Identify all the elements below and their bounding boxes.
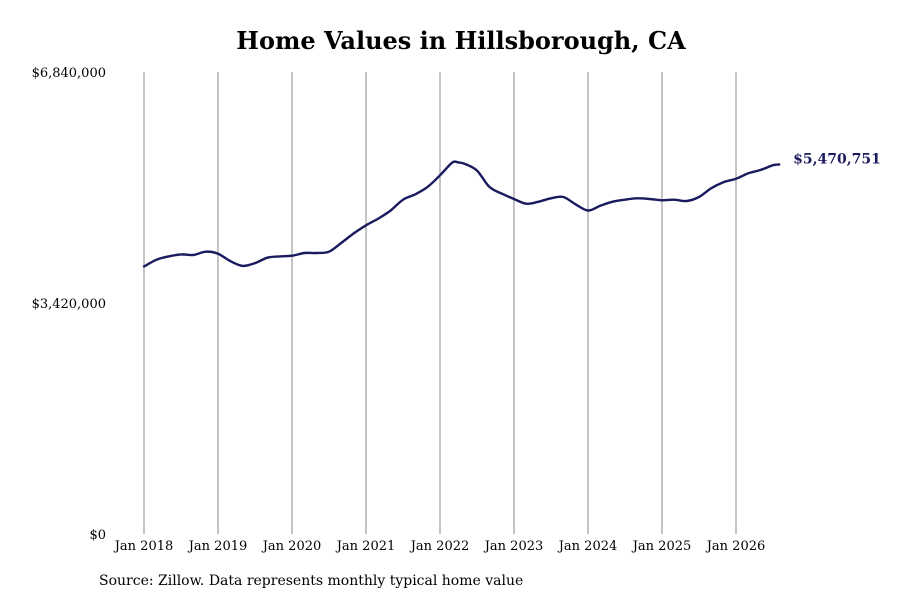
axis-labels: Jan 2018 Jan 2019 Jan 2020 Jan 2021 Jan 2022…	[32, 66, 766, 554]
series-layer: $5,470,751	[142, 151, 881, 268]
end-value-label: $5,470,751	[793, 151, 881, 167]
series-line	[142, 160, 781, 268]
y-tick-label: $0	[89, 528, 106, 543]
chart-title: Home Values in Hillsborough, CA	[236, 26, 686, 55]
x-tick-label: Jan 2020	[261, 539, 322, 554]
grid-lines	[143, 72, 737, 534]
x-tick-label: Jan 2024	[557, 539, 618, 554]
y-tick-label: $3,420,000	[32, 297, 106, 312]
x-tick-label: Jan 2018	[113, 539, 174, 554]
x-tick-label: Jan 2023	[483, 539, 544, 554]
source-note: Source: Zillow. Data represents monthly …	[99, 573, 524, 589]
y-tick-label: $6,840,000	[32, 66, 106, 81]
x-tick-label: Jan 2019	[187, 539, 248, 554]
x-tick-label: Jan 2025	[631, 539, 692, 554]
x-tick-label: Jan 2026	[705, 539, 766, 554]
x-tick-label: Jan 2022	[409, 539, 470, 554]
x-tick-label: Jan 2021	[335, 539, 396, 554]
